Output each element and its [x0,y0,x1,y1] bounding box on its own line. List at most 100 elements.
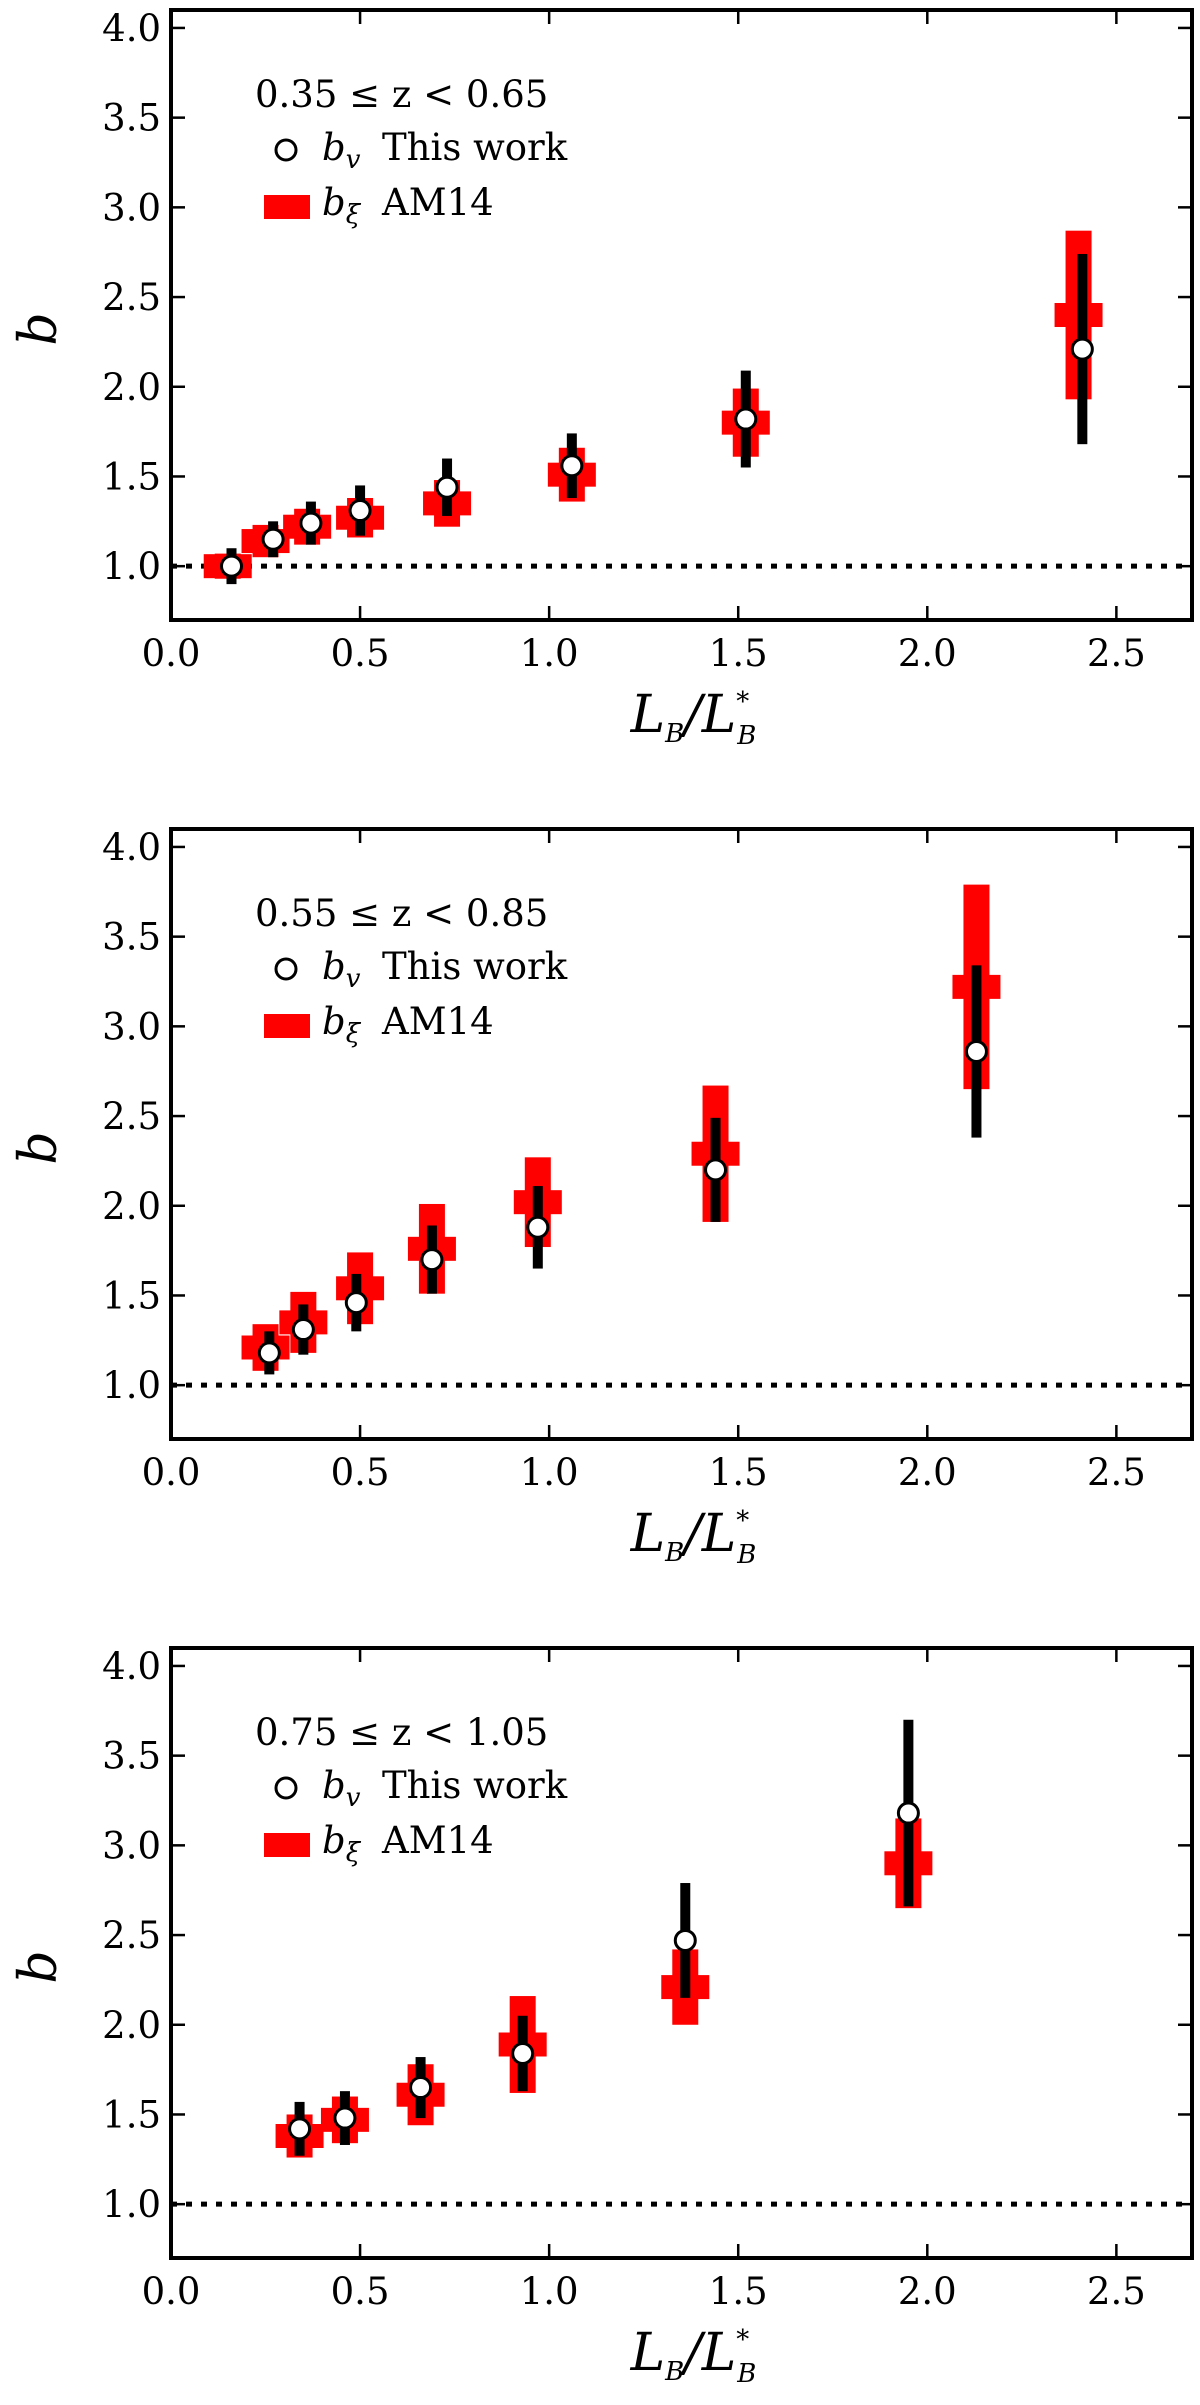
redshift-annotation: 0.35 ≤ z < 0.65 [255,73,548,116]
legend-subscript: ξ [346,1838,362,1868]
legend-label-this-work: This work [382,126,568,169]
x-tick-label: 1.0 [520,2270,579,2313]
this-work-point [344,1291,368,1315]
legend-label-am14: AM14 [381,181,494,224]
y-tick-label: 1.5 [102,1274,161,1317]
chart-panel-1: 0.0 0.5 1.0 1.5 2.0 2.5 1.0 1.5 2.0 2.5 3.0 3.5 4.0 b… [9,7,1194,751]
y-tick-label: 2.0 [102,1185,161,1228]
legend-subscript: ξ [346,1019,362,1049]
y-tick-label: 2.5 [102,1914,161,1957]
this-work-point [896,1801,920,1825]
x-tick-label: 1.5 [709,2270,768,2313]
y-tick-label: 1.0 [102,2183,161,2226]
y-tick-label: 3.0 [102,1824,161,1867]
legend-label-this-work: This work [382,945,568,988]
y-tick-label: 2.0 [102,366,161,409]
chart-panel-3: 0.0 0.5 1.0 1.5 2.0 2.5 1.0 1.5 2.0 2.5 3.0 3.5 4.0 b… [9,1645,1194,2389]
this-work-point [435,475,459,499]
legend-symbol-am14: bξ [322,181,362,230]
chart-panel-2: 0.0 0.5 1.0 1.5 2.0 2.5 1.0 1.5 2.0 2.5 3.0 3.5 4.0 b… [9,826,1194,1570]
y-tick-label: 3.5 [102,97,161,140]
plot-frame [169,8,1194,622]
y-tick-label: 2.5 [102,1095,161,1138]
legend-label-this-work: This work [382,1764,568,1807]
this-work-point [511,2041,535,2065]
this-work-point [964,1039,988,1063]
y-tick-label: 3.0 [102,186,161,229]
x-tick-label: 1.5 [709,632,768,675]
y-tick-label: 4.0 [102,826,161,869]
legend-marker-am14 [264,1014,310,1038]
legend-marker-this-work [274,1776,298,1800]
this-work-point [333,2106,357,2130]
legend-label-am14: AM14 [381,1819,494,1862]
legend-subscript: v [346,1783,361,1813]
x-tick-label: 0.0 [142,1451,201,1494]
plot-frame [169,827,1194,1441]
x-tick-label: 0.0 [142,632,201,675]
x-tick-label: 2.0 [898,632,957,675]
x-tick-label: 2.5 [1087,632,1146,675]
x-tick-label: 1.0 [520,632,579,675]
x-axis-label: LB/L* B [630,1504,757,1570]
redshift-annotation: 0.75 ≤ z < 1.05 [255,1711,548,1754]
this-work-point [261,527,285,551]
legend-subscript: ξ [346,200,362,230]
x-tick-label: 0.0 [142,2270,201,2313]
this-work-point [1070,337,1094,361]
this-work-point [220,554,244,578]
x-tick-label: 2.0 [898,1451,957,1494]
x-tick-label: 0.5 [331,632,390,675]
y-axis-label: b [9,1950,69,1983]
this-work-point [409,2076,433,2100]
legend-marker-am14 [264,195,310,219]
y-tick-label: 2.0 [102,2004,161,2047]
legend-label-am14: AM14 [381,1000,494,1043]
this-work-point [257,1341,281,1365]
legend-marker-am14 [264,1833,310,1857]
x-tick-label: 2.5 [1087,1451,1146,1494]
x-tick-label: 0.5 [331,2270,390,2313]
legend-symbol-this-work: bv [322,1764,361,1813]
this-work-point [673,1928,697,1952]
y-tick-label: 4.0 [102,1645,161,1688]
plot-frame [169,1646,1194,2260]
this-work-point [348,499,372,523]
legend-symbol-this-work: bv [322,945,361,994]
redshift-annotation: 0.55 ≤ z < 0.85 [255,892,548,935]
this-work-point [560,454,584,478]
x-tick-label: 2.5 [1087,2270,1146,2313]
this-work-point [704,1158,728,1182]
legend-subscript: v [346,145,361,175]
y-tick-label: 1.5 [102,2093,161,2136]
this-work-point [299,511,323,535]
legend-marker-this-work [274,957,298,981]
this-work-point [734,407,758,431]
x-axis-label: LB/L* B [630,2323,757,2389]
x-axis-label: LB/L* B [630,685,757,751]
this-work-point [420,1248,444,1272]
this-work-point [526,1215,550,1239]
y-tick-label: 1.0 [102,545,161,588]
y-tick-label: 4.0 [102,7,161,50]
y-axis-label: b [9,1131,69,1164]
legend-subscript: v [346,964,361,994]
legend-symbol-am14: bξ [322,1000,362,1049]
x-tick-label: 1.0 [520,1451,579,1494]
this-work-point [288,2117,312,2141]
y-tick-label: 3.5 [102,916,161,959]
y-tick-label: 2.5 [102,276,161,319]
legend-symbol-this-work: bv [322,126,361,175]
x-tick-label: 1.5 [709,1451,768,1494]
x-tick-label: 0.5 [331,1451,390,1494]
y-tick-label: 1.5 [102,455,161,498]
x-tick-label: 2.0 [898,2270,957,2313]
y-tick-label: 1.0 [102,1364,161,1407]
y-tick-label: 3.0 [102,1005,161,1048]
legend-symbol-am14: bξ [322,1819,362,1868]
legend-marker-this-work [274,138,298,162]
y-axis-label: b [9,312,69,345]
this-work-point [291,1318,315,1342]
y-tick-label: 3.5 [102,1735,161,1778]
